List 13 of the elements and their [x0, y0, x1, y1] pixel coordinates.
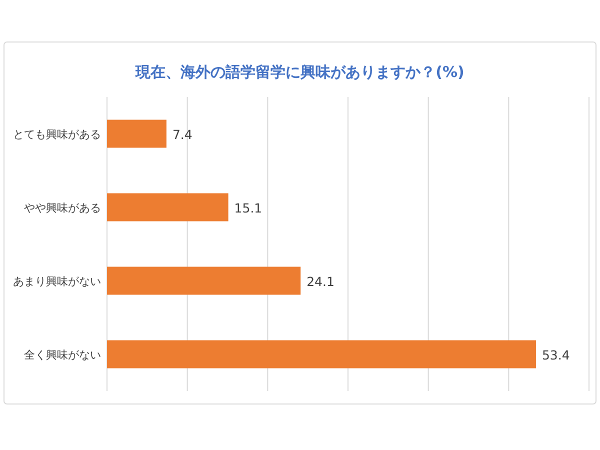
bar	[107, 120, 166, 148]
y-tick-label: あまり興味がない	[13, 274, 101, 288]
data-label: 7.4	[172, 126, 192, 142]
data-label: 24.1	[306, 274, 334, 289]
chart-title: 現在、海外の語学留学に興味がありますか？(%)	[134, 63, 464, 81]
data-label: 15.1	[234, 200, 262, 216]
y-tick-label: とても興味がある	[13, 128, 101, 141]
y-tick-label: 全く興味がない	[24, 348, 101, 362]
bar	[107, 193, 228, 222]
bar	[107, 266, 301, 295]
y-tick-label: やや興味がある	[24, 201, 101, 214]
data-label: 53.4	[542, 347, 570, 362]
bar	[107, 340, 536, 368]
